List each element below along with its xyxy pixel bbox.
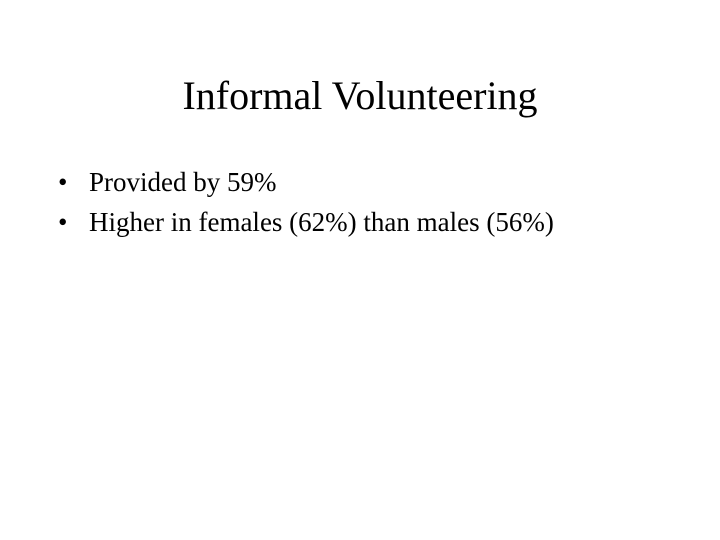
bullet-item: • Higher in females (62%) than males (56… [58, 202, 698, 242]
bullet-dot-icon: • [58, 207, 68, 237]
bullet-text: Higher in females (62%) than males (56%) [89, 207, 554, 237]
bullet-item: • Provided by 59% [58, 162, 698, 202]
slide-title: Informal Volunteering [182, 73, 538, 118]
bullet-dot-icon: • [58, 167, 68, 197]
bullet-list: • Provided by 59% • Higher in females (6… [58, 162, 698, 242]
bullet-text: Provided by 59% [89, 167, 277, 197]
